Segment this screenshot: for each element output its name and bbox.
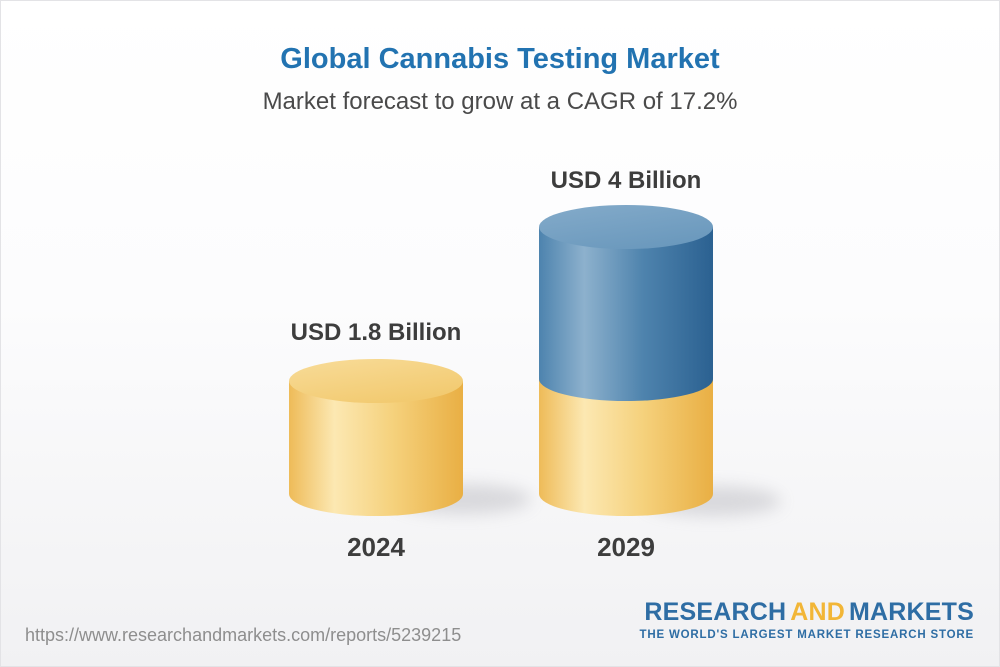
- category-label-2029: 2029: [597, 532, 655, 562]
- cylinder-2029-base-segment: [539, 379, 713, 516]
- cylinder-2024: [289, 359, 463, 516]
- page-title: Global Cannabis Testing Market: [280, 43, 720, 75]
- cylinder-2029-growth-segment: [539, 205, 713, 401]
- source-url[interactable]: https://www.researchandmarkets.com/repor…: [25, 625, 462, 645]
- value-label-2024: USD 1.8 Billion: [290, 319, 462, 346]
- logo-word-research: RESEARCH: [644, 598, 787, 626]
- value-label-2029: USD 4 Billion: [550, 167, 702, 194]
- logo-wordmark: RESEARCH AND MARKETS: [639, 598, 974, 627]
- researchandmarkets-logo: RESEARCH AND MARKETS THE WORLD'S LARGEST M…: [639, 598, 974, 641]
- page-subtitle: Market forecast to grow at a CAGR of 17.…: [262, 88, 738, 115]
- logo-tagline: THE WORLD'S LARGEST MARKET RESEARCH STOR…: [639, 628, 974, 641]
- logo-word-and: AND: [790, 598, 845, 626]
- category-label-2024: 2024: [347, 532, 405, 562]
- logo-word-markets: MARKETS: [848, 598, 974, 626]
